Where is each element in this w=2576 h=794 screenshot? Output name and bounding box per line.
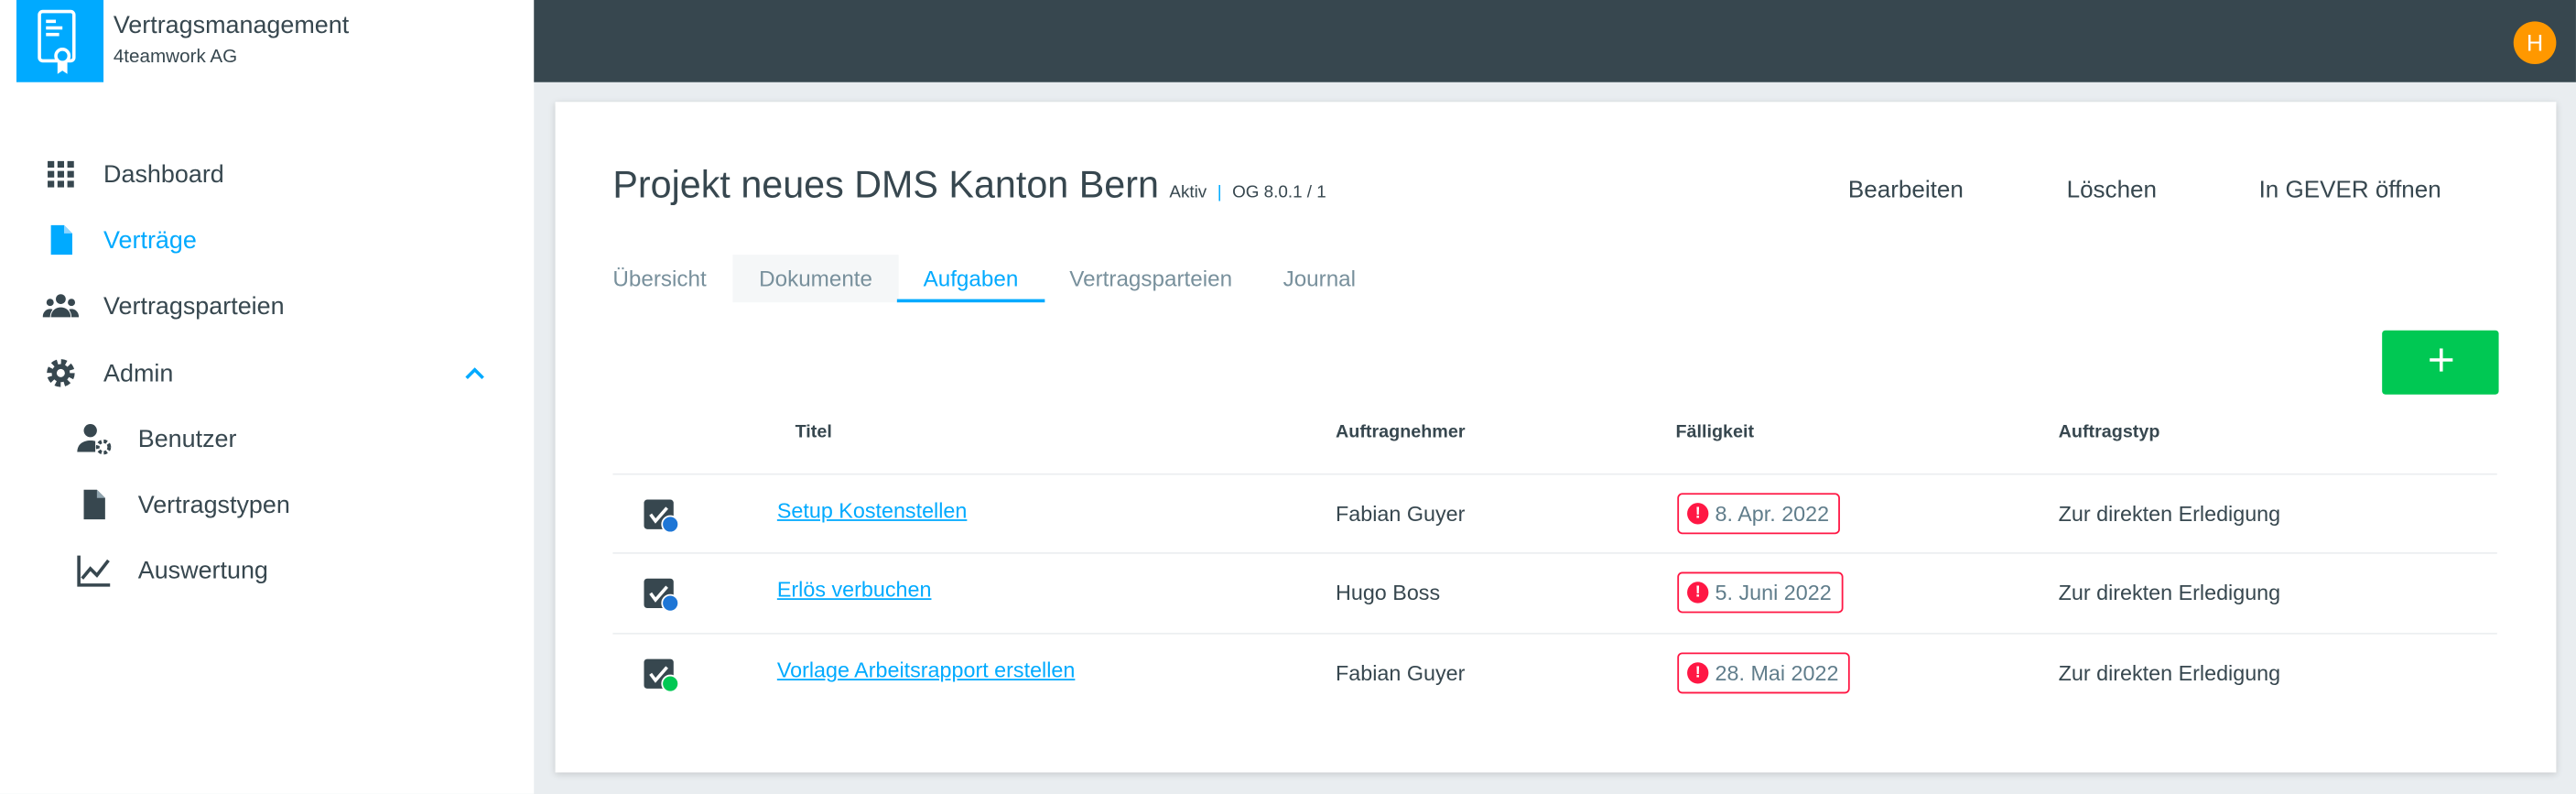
tab-aufgaben[interactable]: Aufgaben	[896, 255, 1045, 303]
tab-vertragsparteien[interactable]: Vertragsparteien	[1069, 266, 1233, 291]
separator: |	[1217, 182, 1222, 202]
chevron-up-icon[interactable]	[463, 362, 486, 385]
column-header-auftragnehmer[interactable]: Auftragnehmer	[1336, 422, 1466, 442]
due-date-badge: ! 5. Juni 2022	[1677, 571, 1844, 614]
alert-icon: !	[1687, 662, 1709, 684]
task-type: Zur direkten Erledigung	[2058, 580, 2281, 605]
task-type: Zur direkten Erledigung	[2058, 660, 2281, 686]
row-divider	[612, 473, 2497, 475]
tab-dokumente[interactable]: Dokumente	[732, 255, 899, 303]
alert-icon: !	[1687, 582, 1709, 604]
sidebar-item-auswertung[interactable]: Auswertung	[0, 540, 534, 600]
sidebar-item-vertragstypen[interactable]: Vertragstypen	[0, 475, 534, 535]
row-divider	[612, 551, 2497, 554]
page-title: Projekt neues DMS Kanton Bern Aktiv | OG…	[612, 163, 1326, 207]
task-title-link[interactable]: Setup Kostenstellen	[776, 497, 968, 523]
sidebar-item-label: Vertragsparteien	[103, 291, 285, 321]
chart-line-icon	[77, 555, 111, 587]
avatar[interactable]: H	[2513, 21, 2557, 64]
sidebar: Vertragsmanagement 4teamwork AG Dashboar…	[0, 0, 535, 794]
task-title-link[interactable]: Erlös verbuchen	[776, 576, 932, 602]
company-name: 4teamwork AG	[113, 48, 238, 68]
app-title: Vertragsmanagement	[113, 11, 350, 40]
sidebar-item-dashboard[interactable]: Dashboard	[0, 145, 534, 204]
due-date: 5. Juni 2022	[1715, 580, 1832, 605]
task-assignee: Fabian Guyer	[1336, 501, 1466, 527]
open-in-gever-button[interactable]: In GEVER öffnen	[2258, 177, 2441, 204]
plus-icon	[2429, 348, 2452, 372]
sidebar-item-vertragsparteien[interactable]: Vertragsparteien	[0, 276, 534, 335]
delete-button[interactable]: Löschen	[2066, 177, 2158, 204]
sidebar-item-label: Auswertung	[137, 556, 268, 584]
task-type: Zur direkten Erledigung	[2058, 501, 2281, 527]
sidebar-item-benutzer[interactable]: Benutzer	[0, 409, 534, 469]
task-check-icon	[644, 499, 680, 534]
column-header-titel[interactable]: Titel	[795, 422, 832, 442]
edit-button[interactable]: Bearbeiten	[1847, 177, 1964, 204]
row-divider	[612, 632, 2497, 635]
sidebar-item-admin[interactable]: Admin	[0, 343, 534, 403]
task-assignee: Fabian Guyer	[1336, 660, 1466, 686]
app-logo[interactable]	[16, 0, 104, 82]
tab-journal[interactable]: Journal	[1283, 266, 1357, 291]
due-date: 8. Apr. 2022	[1715, 501, 1830, 527]
contract-title: Projekt neues DMS Kanton Bern	[612, 162, 1159, 206]
people-icon	[42, 294, 80, 318]
tab-uebersicht[interactable]: Übersicht	[612, 266, 707, 291]
due-date: 28. Mai 2022	[1715, 660, 1839, 686]
user-settings-icon	[77, 424, 112, 455]
due-date-badge: ! 28. Mai 2022	[1677, 652, 1851, 694]
add-task-button[interactable]	[2382, 330, 2499, 395]
task-assignee: Hugo Boss	[1336, 580, 1441, 605]
content-card	[555, 102, 2557, 773]
column-header-faelligkeit[interactable]: Fälligkeit	[1675, 422, 1755, 442]
task-check-icon	[644, 578, 680, 613]
task-title-link[interactable]: Vorlage Arbeitsrapport erstellen	[776, 657, 1076, 682]
sidebar-item-vertraege[interactable]: Verträge	[0, 211, 534, 270]
column-header-auftragstyp[interactable]: Auftragstyp	[2058, 422, 2160, 442]
contract-certificate-icon	[38, 9, 76, 74]
sidebar-item-label: Verträge	[103, 225, 197, 255]
sidebar-item-label: Vertragstypen	[137, 490, 290, 519]
status-badge: Aktiv	[1169, 182, 1207, 202]
gear-icon	[47, 359, 75, 387]
sidebar-item-label: Dashboard	[103, 159, 224, 189]
due-date-badge: ! 8. Apr. 2022	[1677, 493, 1841, 535]
sidebar-item-label: Admin	[103, 359, 174, 387]
reference-number: OG 8.0.1 / 1	[1232, 182, 1326, 202]
document-icon	[50, 224, 72, 256]
top-bar	[534, 0, 2576, 82]
sidebar-item-label: Benutzer	[137, 424, 237, 453]
document-icon	[83, 489, 105, 520]
alert-icon: !	[1687, 503, 1709, 525]
grid-icon	[48, 160, 74, 188]
task-check-icon	[644, 658, 680, 693]
